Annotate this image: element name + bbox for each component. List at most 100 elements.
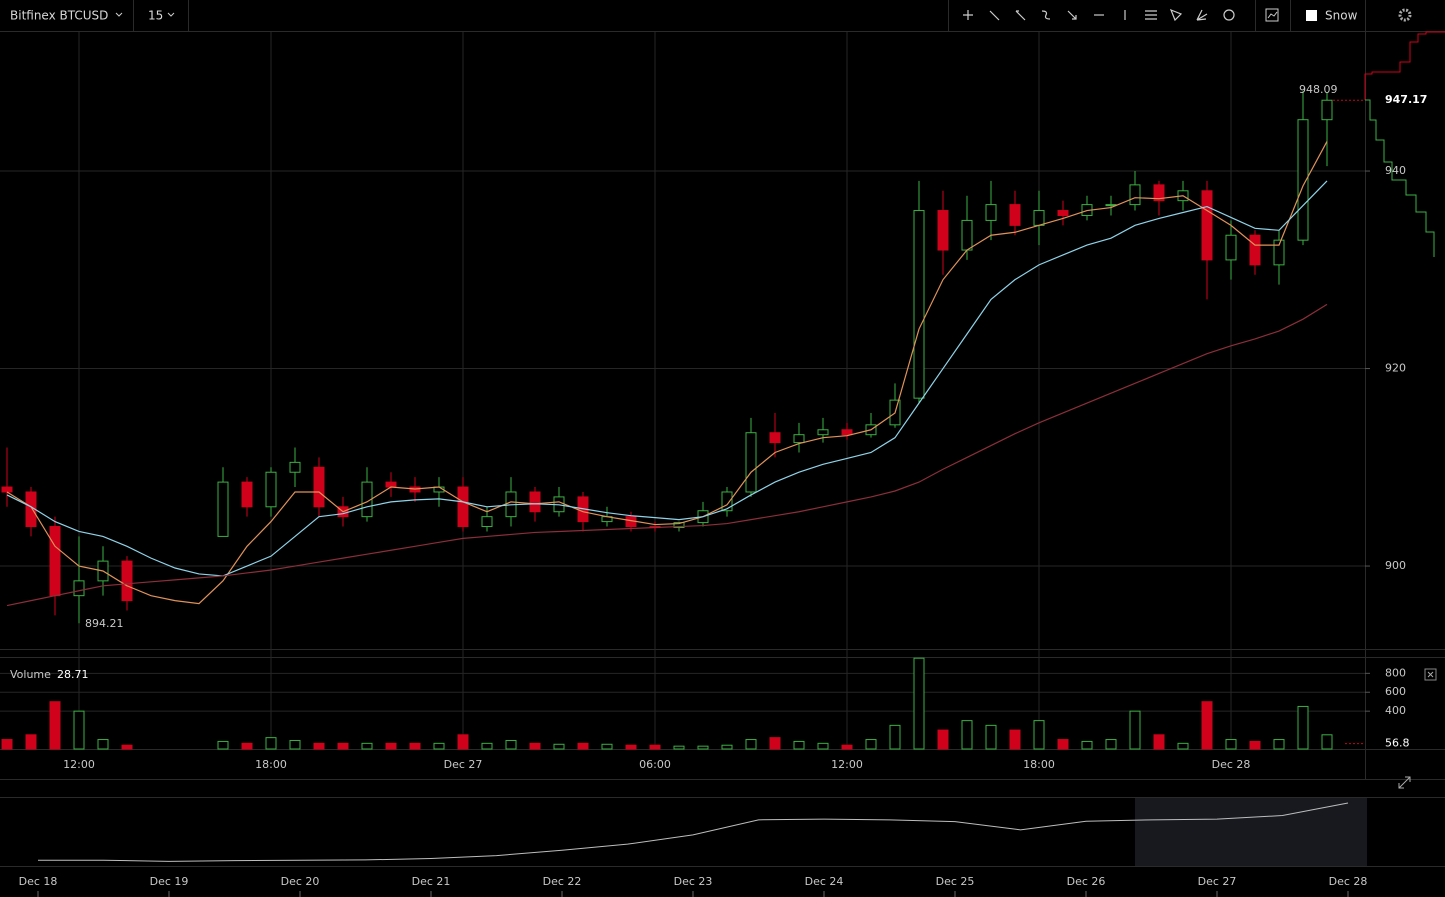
volume-bar	[697, 745, 709, 750]
volume-bar	[97, 739, 109, 750]
chevron	[115, 12, 123, 17]
volume-bar	[241, 742, 253, 750]
volume-bar	[793, 740, 805, 750]
candle-body	[481, 516, 493, 528]
snow-checkbox[interactable]	[1306, 10, 1317, 21]
volume-bar	[361, 742, 373, 750]
volume-bar	[961, 720, 973, 750]
candle-body	[289, 461, 301, 473]
volume-bar	[73, 710, 85, 750]
y-tick-label: 600	[1385, 685, 1406, 698]
volume-bar	[217, 740, 229, 750]
candle-body	[457, 486, 469, 528]
pitchfork-tool[interactable]	[1169, 8, 1183, 22]
candle-body	[841, 429, 853, 436]
navigator-line	[38, 802, 1349, 862]
candle-body	[1321, 99, 1333, 121]
candle-body	[1009, 204, 1021, 226]
volume-bar	[1249, 740, 1261, 750]
crosshair-tool[interactable]	[963, 10, 973, 20]
volume-bar	[673, 745, 685, 750]
volume-title: Volume	[10, 668, 51, 681]
x-tick-label: 12:00	[63, 758, 95, 771]
volume-bar	[1033, 720, 1045, 750]
x-tick-label: Dec 19	[150, 875, 189, 888]
x-tick-label: Dec 28	[1329, 875, 1368, 888]
candle-body	[913, 210, 925, 399]
curve-tool[interactable]	[1041, 10, 1051, 20]
volume-bar	[769, 737, 781, 750]
x-tick-label: Dec 24	[805, 875, 844, 888]
volume-bar	[577, 742, 589, 750]
symbol-selector[interactable]: Bitfinex BTCUSD	[10, 9, 108, 23]
candle-body	[1, 486, 13, 493]
last-price-label: 947.17	[1385, 93, 1427, 106]
candle-body	[313, 466, 325, 508]
moving-average	[6, 180, 1328, 577]
close-panel-button[interactable]	[1424, 668, 1437, 681]
x-tick-label: Dec 26	[1067, 875, 1106, 888]
navigator-selection[interactable]	[1135, 798, 1367, 866]
circle-tool[interactable]	[1223, 9, 1235, 21]
volume-bar	[1297, 705, 1309, 750]
volume-bar	[433, 742, 445, 750]
volume-bar	[1153, 734, 1165, 750]
volume-bar	[457, 734, 469, 750]
volume-bar	[985, 724, 997, 750]
x-tick-label: Dec 27	[444, 758, 483, 771]
toolbar: Bitfinex BTCUSD 15 Snow	[0, 0, 1445, 32]
volume-bar	[1, 739, 13, 750]
volume-bar	[913, 657, 925, 750]
candle-body	[1033, 210, 1045, 226]
candle-body	[793, 434, 805, 444]
x-tick-label: Dec 22	[543, 875, 582, 888]
expand-button[interactable]	[1398, 776, 1411, 789]
x-tick-label: 06:00	[639, 758, 671, 771]
y-tick-label: 800	[1385, 666, 1406, 679]
volume-bar	[1009, 729, 1021, 750]
x-tick-label: Dec 27	[1198, 875, 1237, 888]
candle-body	[385, 481, 397, 488]
y-tick-label: 400	[1385, 704, 1406, 717]
volume-bar	[721, 744, 733, 750]
volume-bar	[889, 724, 901, 750]
arrow-tool[interactable]	[1067, 10, 1077, 20]
volume-bar	[481, 742, 493, 750]
volume-bar	[1321, 734, 1333, 750]
volume-bar	[817, 742, 829, 750]
volume-marker-label: 56.8	[1385, 737, 1410, 750]
fan-tool[interactable]	[1196, 9, 1208, 21]
volume-bar	[601, 743, 613, 750]
volume-bar	[337, 742, 349, 750]
candle-body	[121, 560, 133, 602]
candle-body	[265, 471, 277, 508]
volume-bar	[1177, 742, 1189, 750]
interval-selector[interactable]: 15	[148, 9, 163, 23]
y-tick-label: 940	[1385, 164, 1406, 177]
candle-body	[1153, 184, 1165, 202]
x-tick-label: 18:00	[1023, 758, 1055, 771]
x-tick-label: Dec 20	[281, 875, 320, 888]
snow-label[interactable]: Snow	[1325, 9, 1358, 23]
drawing-tools	[963, 8, 1235, 22]
volume-bar	[1129, 710, 1141, 750]
fib-tool[interactable]	[1145, 10, 1157, 20]
depth-bids	[1365, 99, 1435, 257]
candle-body	[673, 522, 685, 529]
y-tick-label: 900	[1385, 559, 1406, 572]
x-tick-label: Dec 18	[19, 875, 58, 888]
line-tool[interactable]	[989, 10, 1000, 21]
depth-asks	[1364, 31, 1445, 100]
candle-body	[1129, 184, 1141, 206]
candle-body	[1201, 190, 1213, 261]
volume-bar	[865, 739, 877, 750]
ray-tool[interactable]	[1015, 10, 1026, 21]
candle-body	[1225, 234, 1237, 261]
candle-body	[1057, 210, 1069, 216]
indicator-button[interactable]	[1265, 8, 1279, 22]
volume-bar	[1081, 740, 1093, 750]
settings-button[interactable]	[1398, 8, 1412, 22]
volume-bar	[841, 744, 853, 750]
volume-bar	[1201, 701, 1213, 750]
